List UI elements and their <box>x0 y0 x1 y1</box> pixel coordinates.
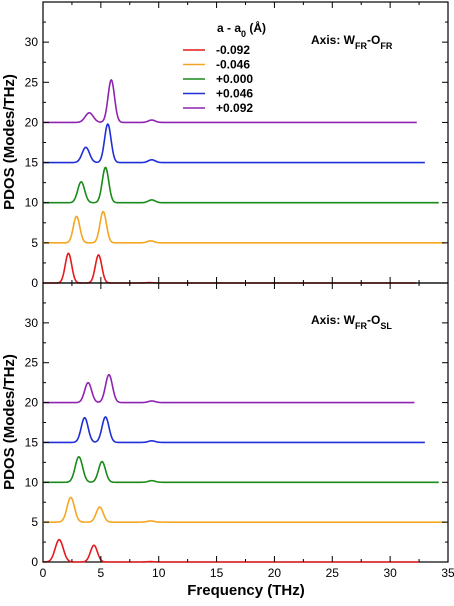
series-line--0.046 <box>42 210 446 244</box>
legend-title: a - a0 (Å) <box>217 20 266 39</box>
bottom-panel: 0 5 10 15 20 25 30 0 5 10 15 20 25 30 35 PDOS (Modes/T… <box>1 282 454 599</box>
y-tick-label: 25 <box>25 356 39 370</box>
y-tick-label: 15 <box>25 435 39 449</box>
y-tick-label: 15 <box>25 156 39 170</box>
legend-label: +0.092 <box>216 101 253 115</box>
legend: a - a0 (Å) -0.092-0.046+0.000+0.046+0.09… <box>183 20 266 115</box>
legend-label: +0.046 <box>216 87 253 101</box>
y-tick-label: 0 <box>31 276 38 290</box>
top-panel-axis-annotation: Axis: WFR-OFR <box>311 33 393 51</box>
y-tick-label: 5 <box>31 515 38 529</box>
series-line-+0.092 <box>42 373 415 404</box>
series-line-+0.000 <box>42 166 439 204</box>
series-line-+0.046 <box>42 416 426 444</box>
x-tick-label: 5 <box>98 566 105 580</box>
y-tick-label: 20 <box>25 115 39 129</box>
series-line-+0.046 <box>42 123 426 164</box>
y-tick-label: 10 <box>25 475 39 489</box>
x-tick-label: 30 <box>383 566 397 580</box>
x-tick-label: 35 <box>441 566 454 580</box>
x-tick-label: 25 <box>326 566 340 580</box>
legend-label: +0.000 <box>216 72 253 86</box>
series-line--0.092 <box>42 538 420 563</box>
bottom-panel-axis-annotation: Axis: WFR-OSL <box>311 313 392 331</box>
bottom-panel-y-axis-title: PDOS (Modes/THz) <box>1 354 18 490</box>
legend-label: -0.092 <box>216 43 250 57</box>
x-tick-label: 0 <box>40 566 47 580</box>
legend-entries: -0.092-0.046+0.000+0.046+0.092 <box>183 43 253 115</box>
bottom-panel-series <box>42 373 446 563</box>
legend-label: -0.046 <box>216 58 250 72</box>
y-tick-label: 30 <box>25 316 39 330</box>
top-panel-y-axis-title: PDOS (Modes/THz) <box>1 74 18 210</box>
y-tick-label: 25 <box>25 75 39 89</box>
y-tick-label: 30 <box>25 35 39 49</box>
x-tick-label: 20 <box>268 566 282 580</box>
y-tick-label: 20 <box>25 396 39 410</box>
series-line-+0.000 <box>42 455 439 484</box>
y-tick-label: 10 <box>25 196 39 210</box>
y-tick-label: 5 <box>31 236 38 250</box>
series-line-+0.092 <box>42 79 417 124</box>
bottom-panel-ticks: 0 5 10 15 20 25 30 0 5 10 15 20 25 30 35 <box>25 283 454 580</box>
x-tick-label: 15 <box>210 566 224 580</box>
x-tick-label: 10 <box>152 566 166 580</box>
x-axis-title: Frequency (THz) <box>187 582 305 599</box>
y-tick-label: 0 <box>31 555 38 569</box>
series-line--0.046 <box>42 496 446 523</box>
